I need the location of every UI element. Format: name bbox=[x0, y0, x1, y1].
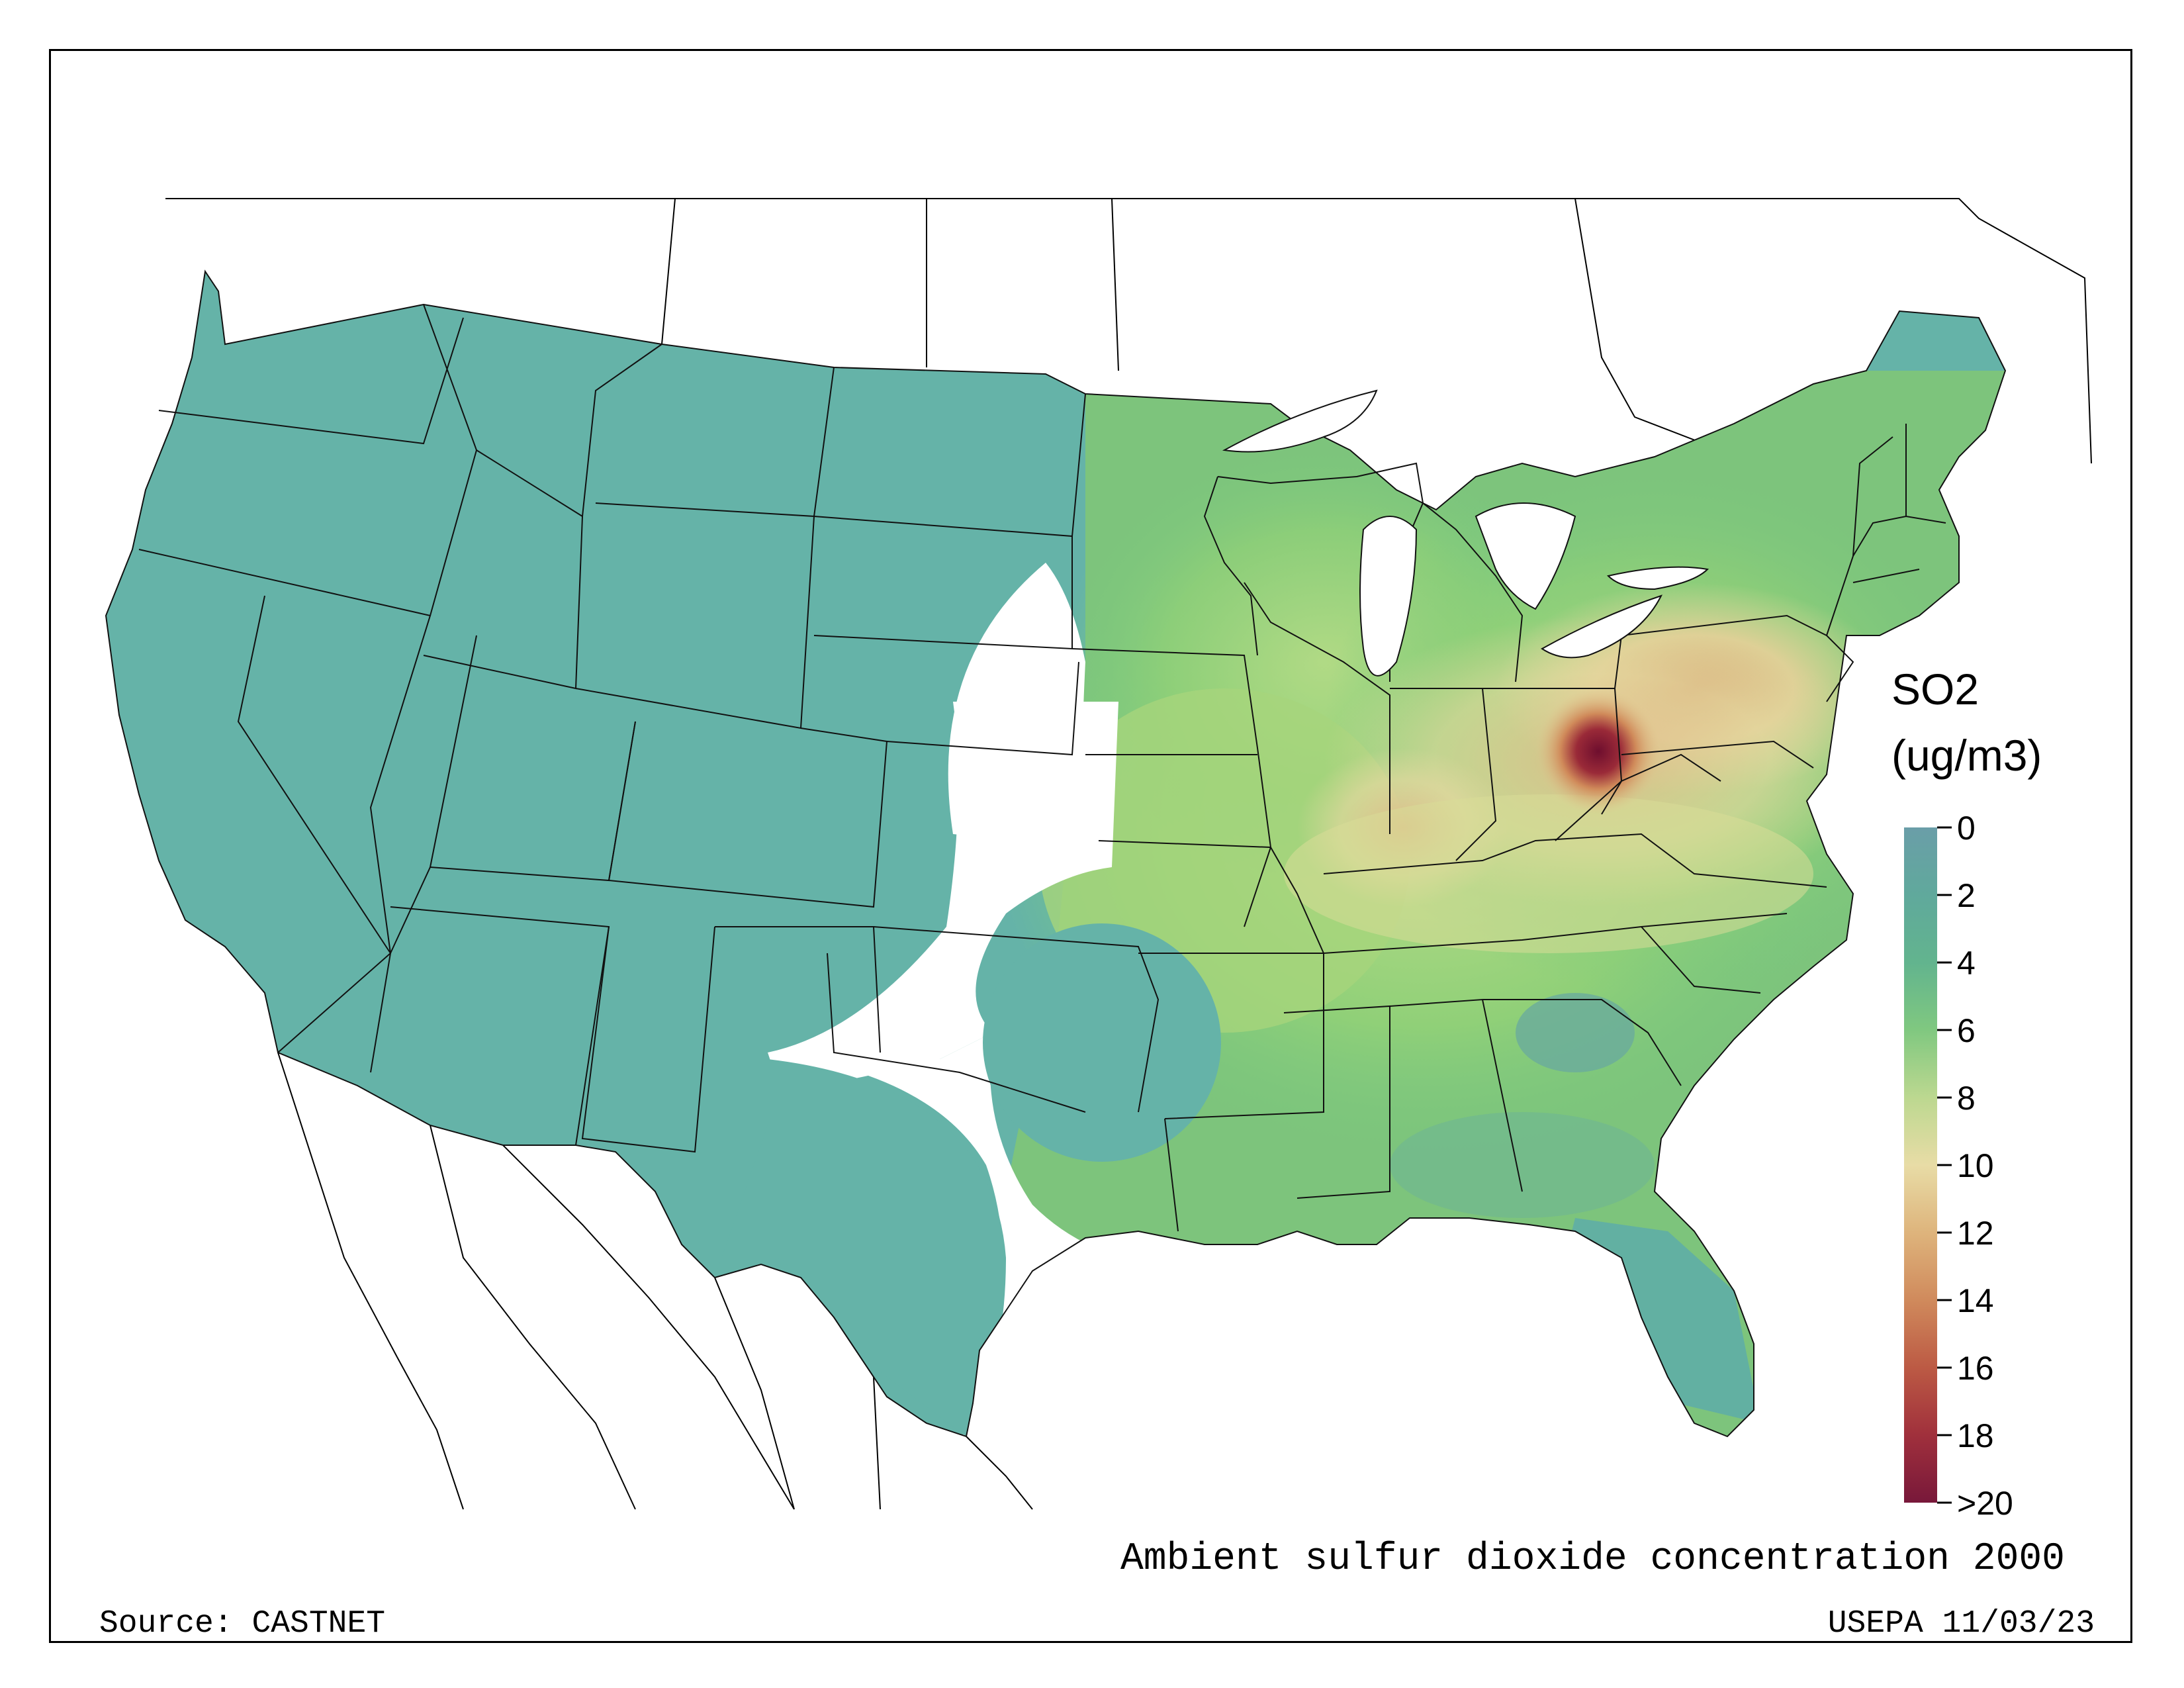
legend-tick-label: 16 bbox=[1957, 1350, 1994, 1387]
source-label: Source: CASTNET bbox=[99, 1606, 385, 1642]
legend-tick-label: 0 bbox=[1957, 810, 1976, 847]
legend-colorbar bbox=[1904, 827, 1937, 1503]
legend-title-unit-name: SO2 bbox=[1891, 665, 1979, 714]
legend-tick-label: 6 bbox=[1957, 1012, 1976, 1049]
great-lakes bbox=[1222, 389, 1709, 677]
legend-tick-label: 10 bbox=[1957, 1147, 1994, 1184]
legend-tick-label: 4 bbox=[1957, 945, 1976, 982]
legend-title-unit: (ug/m3) bbox=[1891, 731, 2042, 780]
credit-label: USEPA 11/03/23 bbox=[1828, 1606, 2095, 1642]
legend: 0 2 4 6 8 10 12 14 16 18 >20 bbox=[1904, 810, 2013, 1522]
legend-tick-label: 2 bbox=[1957, 877, 1976, 914]
legend-tick-label: 8 bbox=[1957, 1080, 1976, 1117]
legend-tick-label: 12 bbox=[1957, 1215, 1994, 1252]
surrounding-land-outlines bbox=[165, 198, 2092, 1510]
map-title: Ambient sulfur dioxide concentration 200… bbox=[1120, 1538, 2065, 1581]
legend-tick-label: 18 bbox=[1957, 1417, 1994, 1454]
state-boundaries bbox=[105, 269, 2007, 1438]
concentration-surface bbox=[106, 271, 2005, 1436]
legend-tick-label: 14 bbox=[1957, 1282, 1994, 1319]
legend-tick-label: >20 bbox=[1957, 1485, 2013, 1522]
legend-ticks: 0 2 4 6 8 10 12 14 16 18 >20 bbox=[1937, 810, 2013, 1522]
